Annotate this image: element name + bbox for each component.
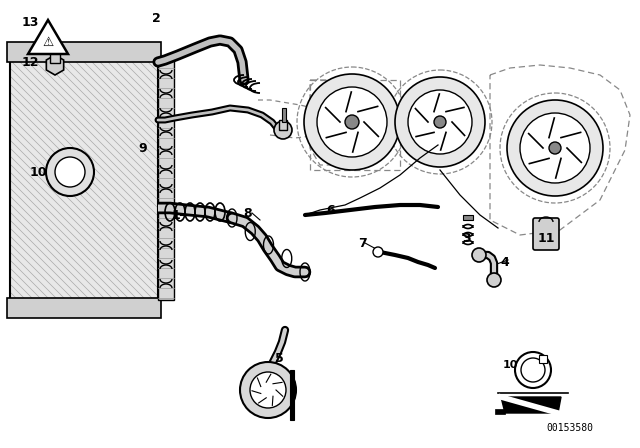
Circle shape [520, 113, 590, 183]
Circle shape [304, 74, 400, 170]
Circle shape [521, 358, 545, 382]
Text: 4: 4 [500, 255, 509, 268]
Text: 8: 8 [243, 207, 252, 220]
Bar [50, 45, 60, 63]
Circle shape [52, 35, 58, 41]
Bar [7, 298, 161, 318]
Bar [10, 60, 158, 300]
Text: 10: 10 [503, 360, 518, 370]
Circle shape [317, 87, 387, 157]
Bar [463, 215, 473, 220]
Text: 1: 1 [172, 208, 180, 221]
Bar [279, 120, 287, 130]
Circle shape [373, 247, 383, 257]
Text: 10: 10 [30, 165, 47, 178]
FancyBboxPatch shape [533, 218, 559, 250]
Text: 11: 11 [538, 232, 556, 245]
Text: 12: 12 [22, 56, 40, 69]
Bar [7, 42, 161, 62]
Text: 2: 2 [152, 12, 161, 25]
Circle shape [549, 142, 561, 154]
Circle shape [55, 157, 85, 187]
Circle shape [50, 39, 60, 49]
Circle shape [434, 116, 446, 128]
Bar [10, 60, 158, 300]
Circle shape [515, 352, 551, 388]
Text: 00153580: 00153580 [547, 423, 593, 433]
Circle shape [507, 100, 603, 196]
Bar [158, 60, 174, 300]
Circle shape [487, 273, 501, 287]
Text: 13: 13 [22, 16, 40, 29]
Circle shape [472, 248, 486, 262]
Circle shape [395, 77, 485, 167]
Circle shape [240, 362, 296, 418]
Text: 3: 3 [462, 232, 470, 245]
Circle shape [274, 121, 292, 139]
Text: ⚠: ⚠ [42, 35, 54, 48]
Polygon shape [501, 397, 561, 413]
Circle shape [345, 115, 359, 129]
Bar [539, 355, 547, 363]
Text: 9: 9 [138, 142, 147, 155]
Polygon shape [28, 20, 68, 54]
Circle shape [250, 372, 286, 408]
Text: 5: 5 [275, 352, 284, 365]
Text: 6: 6 [326, 203, 335, 216]
Text: 7: 7 [358, 237, 367, 250]
Bar [495, 409, 505, 414]
Circle shape [46, 148, 94, 196]
Circle shape [408, 90, 472, 154]
Bar [290, 370, 294, 420]
Polygon shape [46, 55, 63, 75]
Bar [282, 108, 286, 122]
